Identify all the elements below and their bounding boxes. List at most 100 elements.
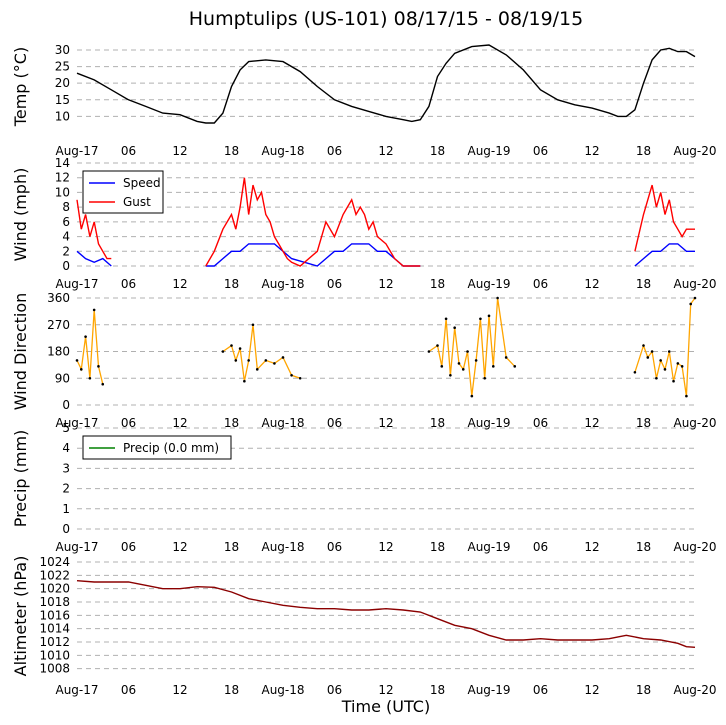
x-tick-label: Aug-18 xyxy=(261,683,304,697)
data-point xyxy=(298,376,302,380)
x-tick-label: 12 xyxy=(378,540,393,554)
series-line xyxy=(76,297,696,397)
data-point xyxy=(487,314,491,318)
x-tick-label: Aug-18 xyxy=(261,540,304,554)
x-tick-label: 06 xyxy=(121,416,136,430)
legend-label: Speed xyxy=(123,176,161,190)
x-tick-label: Aug-17 xyxy=(55,277,98,291)
data-point xyxy=(440,365,444,368)
data-point xyxy=(680,365,684,368)
x-tick-label: Aug-19 xyxy=(467,683,510,697)
y-tick-label: 0 xyxy=(62,398,70,412)
y-tick-label: 12 xyxy=(55,171,70,185)
data-point xyxy=(101,382,105,386)
chart-title: Humptulips (US-101) 08/17/15 - 08/19/15 xyxy=(189,8,584,30)
x-tick-label: 12 xyxy=(172,683,187,697)
y-tick-label: 5 xyxy=(62,421,70,435)
data-point xyxy=(230,344,233,347)
data-point xyxy=(461,368,465,371)
data-point xyxy=(92,308,96,312)
data-point xyxy=(290,373,293,377)
data-point xyxy=(483,376,487,380)
x-tick-label: 18 xyxy=(430,540,445,554)
x-tick-label: Aug-19 xyxy=(467,144,510,158)
y-tick-label: 8 xyxy=(62,200,70,214)
data-point xyxy=(273,362,276,365)
x-tick-label: 06 xyxy=(327,144,342,158)
data-point xyxy=(646,356,650,359)
x-tick-label: 18 xyxy=(224,683,239,697)
panel-3: 0 90 180 270 360 Aug-17 06 12 18 Aug-18 06 12 18 Aug-… xyxy=(11,291,717,430)
x-tick-label: 06 xyxy=(533,277,548,291)
y-tick-label: 25 xyxy=(55,60,70,74)
y-axis-label: Temp (°C) xyxy=(11,47,30,127)
x-tick-label: 12 xyxy=(584,416,599,430)
y-tick-label: 1008 xyxy=(39,662,70,676)
x-tick-label: 18 xyxy=(430,416,445,430)
x-tick-label: Aug-19 xyxy=(467,416,510,430)
x-tick-label: 06 xyxy=(533,683,548,697)
data-point xyxy=(672,379,675,383)
x-tick-label: Aug-18 xyxy=(261,416,304,430)
y-tick-label: 1018 xyxy=(39,595,70,609)
x-tick-label: 12 xyxy=(378,416,393,430)
x-tick-label: Aug-17 xyxy=(55,416,98,430)
x-tick-label: 18 xyxy=(636,683,651,697)
data-point xyxy=(449,373,452,377)
x-tick-label: 06 xyxy=(327,277,342,291)
y-tick-label: 1012 xyxy=(39,635,70,649)
series-line xyxy=(76,580,696,648)
y-tick-label: 20 xyxy=(55,76,70,90)
x-tick-label: 06 xyxy=(533,416,548,430)
data-point xyxy=(453,326,456,330)
x-tick-label: Aug-19 xyxy=(467,540,510,554)
legend-label: Precip (0.0 mm) xyxy=(123,441,219,455)
x-tick-label: 18 xyxy=(636,540,651,554)
data-point xyxy=(689,302,693,306)
x-tick-label: 12 xyxy=(172,540,187,554)
data-point xyxy=(655,376,658,380)
data-point xyxy=(243,379,246,383)
data-point xyxy=(496,296,499,300)
x-tick-label: 18 xyxy=(430,683,445,697)
y-axis-label: Precip (mm) xyxy=(11,430,30,528)
data-point xyxy=(479,317,482,321)
data-point xyxy=(642,344,645,347)
x-tick-label: 18 xyxy=(636,416,651,430)
data-point xyxy=(427,350,431,353)
y-tick-label: 1024 xyxy=(39,555,70,569)
legend-box xyxy=(82,435,232,460)
y-tick-label: 3 xyxy=(62,461,70,475)
y-axis-label: Altimeter (hPa) xyxy=(11,556,30,677)
series-line xyxy=(76,177,695,267)
x-tick-label: 18 xyxy=(224,144,239,158)
data-point xyxy=(247,359,250,362)
x-tick-label: 06 xyxy=(121,277,136,291)
y-tick-label: 180 xyxy=(47,345,70,359)
x-tick-label: Aug-20 xyxy=(673,683,716,697)
x-tick-label: Aug-20 xyxy=(673,277,716,291)
x-tick-label: 18 xyxy=(224,540,239,554)
y-tick-label: 1016 xyxy=(39,608,70,622)
x-tick-label: Aug-20 xyxy=(673,416,716,430)
x-tick-label: 06 xyxy=(327,416,342,430)
y-axis-label: Wind Direction xyxy=(11,293,30,411)
data-point xyxy=(491,365,495,368)
x-axis-label: Time (UTC) xyxy=(341,697,430,716)
data-point xyxy=(281,356,285,359)
y-tick-label: 14 xyxy=(55,156,70,170)
data-point xyxy=(659,359,662,362)
x-tick-label: 12 xyxy=(172,277,187,291)
x-tick-label: 06 xyxy=(327,683,342,697)
data-point xyxy=(663,368,667,371)
legend-box xyxy=(82,170,164,214)
x-tick-label: 18 xyxy=(224,277,239,291)
data-point xyxy=(79,368,83,371)
x-tick-label: 12 xyxy=(584,683,599,697)
x-tick-label: 06 xyxy=(121,540,136,554)
data-point xyxy=(667,350,671,353)
y-tick-label: 0 xyxy=(62,259,70,273)
series-line xyxy=(76,44,696,124)
panel-1: 10 15 20 25 30 Aug-17 06 12 18 Aug-18 06 12 18 Aug-19… xyxy=(11,43,717,158)
